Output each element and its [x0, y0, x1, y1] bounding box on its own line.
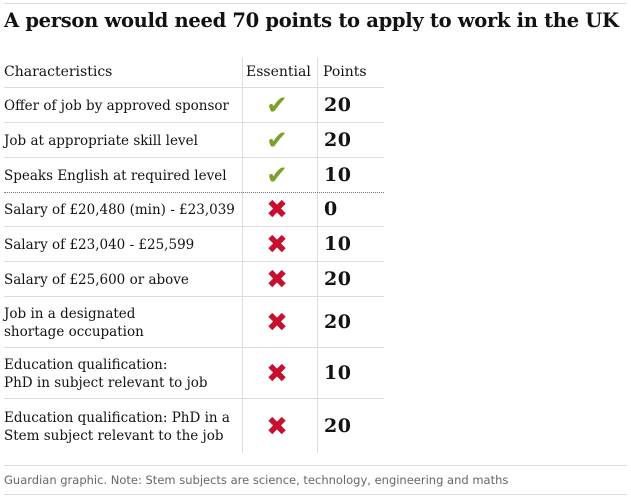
row-points: 10: [324, 361, 352, 384]
table-row: Education qualification: PhD in a Stem su…: [4, 398, 384, 454]
row-label-line: Stem subject relevant to the job: [4, 427, 224, 444]
row-label: Salary of £25,600 or above: [4, 271, 189, 289]
row-points: 0: [324, 198, 338, 220]
table-row: Salary of £23,040 - £25,599 ✖ 10: [4, 226, 384, 262]
cross-icon: ✖: [266, 358, 288, 389]
footer-rule: [4, 465, 627, 466]
row-points: 20: [324, 310, 352, 333]
row-points: 20: [324, 128, 352, 151]
row-points: 20: [324, 414, 352, 437]
table-row: Salary of £20,480 (min) - £23,039 ✖ 0: [4, 192, 384, 227]
row-points: 10: [324, 232, 352, 255]
row-label: Speaks English at required level: [4, 167, 227, 185]
row-label-line: Salary of £25,600 or above: [4, 271, 189, 288]
header-points: Points: [323, 64, 367, 80]
header-characteristics: Characteristics: [4, 64, 113, 80]
row-label-line: Job in a designated: [4, 305, 136, 322]
header-essential: Essential: [246, 64, 311, 80]
row-label-line: Salary of £20,480 (min) - £23,039: [4, 202, 235, 218]
row-label: Salary of £20,480 (min) - £23,039: [4, 201, 235, 219]
row-label: Offer of job by approved sponsor: [4, 97, 229, 115]
table-row: Offer of job by approved sponsor ✔ 20: [4, 87, 384, 123]
top-rule: [4, 3, 627, 4]
cross-icon: ✖: [266, 229, 288, 260]
column-divider-1: [242, 58, 243, 453]
check-icon: ✔: [266, 125, 288, 156]
row-label-line: Speaks English at required level: [4, 167, 227, 184]
row-label-line: shortage occupation: [4, 323, 144, 340]
check-icon: ✔: [266, 160, 288, 191]
row-label-line: Salary of £23,040 - £25,599: [4, 236, 195, 253]
table-row: Education qualification: PhD in subject r…: [4, 347, 384, 399]
row-label-line: Education qualification:: [4, 356, 168, 373]
cross-icon: ✖: [266, 264, 288, 295]
cross-icon: ✖: [266, 411, 288, 442]
row-label: Education qualification: PhD in subject r…: [4, 356, 208, 392]
chart-title: A person would need 70 points to apply t…: [4, 9, 619, 32]
table-row: Job at appropriate skill level ✔ 20: [4, 122, 384, 158]
row-label-line: Offer of job by approved sponsor: [4, 97, 229, 114]
row-points: 20: [324, 93, 352, 116]
bottom-rule: [4, 494, 627, 495]
row-points: 20: [324, 267, 352, 290]
row-label: Salary of £23,040 - £25,599: [4, 236, 194, 254]
table-row: Salary of £25,600 or above ✖ 20: [4, 261, 384, 297]
row-label-line: Job at appropriate skill level: [4, 132, 198, 149]
row-label-line: Education qualification: PhD in a: [4, 409, 230, 426]
table-row: Job in a designated shortage occupation ✖ 2…: [4, 296, 384, 348]
footer-note: Guardian graphic. Note: Stem subjects ar…: [4, 473, 509, 487]
cross-icon: ✖: [266, 307, 288, 338]
row-label: Education qualification: PhD in a Stem su…: [4, 409, 230, 445]
row-label: Job in a designated shortage occupation: [4, 305, 144, 341]
row-label-line: PhD in subject relevant to job: [4, 374, 208, 391]
cross-icon: ✖: [266, 195, 288, 225]
table-row: Speaks English at required level ✔ 10: [4, 157, 384, 193]
check-icon: ✔: [266, 90, 288, 121]
row-label: Job at appropriate skill level: [4, 132, 198, 150]
row-points: 10: [324, 163, 352, 186]
column-divider-2: [317, 58, 318, 453]
